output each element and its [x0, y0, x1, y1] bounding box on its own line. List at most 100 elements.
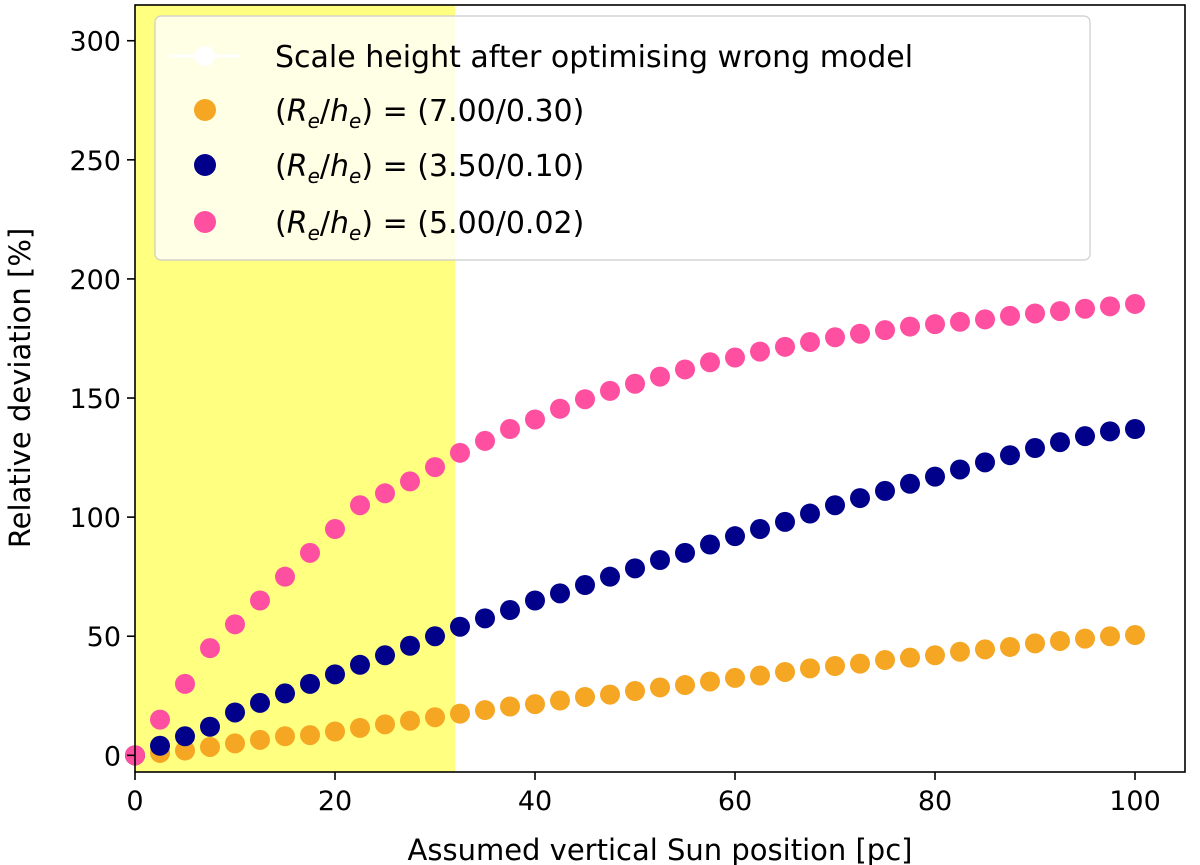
data-point — [1000, 305, 1020, 326]
data-point — [500, 418, 520, 439]
data-point — [925, 466, 945, 487]
data-point — [575, 575, 595, 596]
data-point — [1025, 633, 1045, 654]
data-point — [775, 661, 795, 682]
data-point — [475, 608, 495, 629]
data-point — [275, 683, 295, 704]
data-point — [425, 457, 445, 478]
data-point — [350, 495, 370, 516]
data-point — [700, 352, 720, 373]
x-tick-label: 60 — [718, 786, 752, 817]
data-point — [675, 542, 695, 563]
data-point — [850, 653, 870, 674]
data-point — [625, 373, 645, 394]
data-point — [725, 667, 745, 688]
data-point — [150, 735, 170, 756]
data-point — [1025, 438, 1045, 459]
y-tick-label: 200 — [69, 265, 121, 296]
data-point — [350, 717, 370, 738]
data-point — [925, 645, 945, 666]
data-point — [1100, 626, 1120, 647]
series-3 — [125, 293, 1145, 766]
data-point — [700, 534, 720, 555]
data-point — [1100, 296, 1120, 317]
data-point — [400, 635, 420, 656]
data-point — [200, 736, 220, 757]
data-point — [925, 314, 945, 335]
data-point — [475, 700, 495, 721]
data-point — [600, 684, 620, 705]
data-point — [950, 311, 970, 332]
data-point — [225, 733, 245, 754]
data-point — [375, 714, 395, 735]
data-point — [475, 430, 495, 451]
data-point — [500, 696, 520, 717]
legend-entry-series-2: (Re/he) = (3.50/0.10) — [194, 149, 584, 188]
data-point — [625, 558, 645, 579]
data-point — [1075, 298, 1095, 319]
x-tick-label: 100 — [1109, 786, 1161, 817]
data-point — [775, 511, 795, 532]
data-point — [1100, 421, 1120, 442]
data-point — [950, 641, 970, 662]
data-point — [1125, 418, 1145, 439]
data-point — [1000, 445, 1020, 466]
x-tick-label: 20 — [318, 786, 352, 817]
data-point — [1050, 630, 1070, 651]
data-point — [575, 686, 595, 707]
data-point — [450, 703, 470, 724]
data-point — [200, 716, 220, 737]
data-point — [450, 616, 470, 637]
data-point — [825, 656, 845, 677]
data-point — [325, 664, 345, 685]
data-point — [325, 721, 345, 742]
data-point — [850, 323, 870, 344]
data-point — [850, 488, 870, 509]
data-point — [350, 654, 370, 675]
x-tick-label: 0 — [126, 786, 143, 817]
data-point — [875, 480, 895, 501]
legend-entry-series-1: (Re/he) = (7.00/0.30) — [194, 94, 584, 133]
data-point — [650, 550, 670, 571]
data-point — [725, 347, 745, 368]
data-point — [675, 675, 695, 696]
data-point — [225, 614, 245, 635]
data-point — [800, 332, 820, 353]
data-point — [250, 590, 270, 611]
legend-label: (Re/he) = (7.00/0.30) — [275, 94, 584, 133]
data-point — [675, 359, 695, 380]
legend-entry-scale-height: Scale height after optimising wrong mode… — [170, 40, 913, 75]
y-axis-ticks: 0 50 100 150 200 250 300 — [69, 27, 135, 772]
data-point — [1050, 301, 1070, 322]
y-tick-label: 0 — [104, 741, 121, 772]
data-point — [550, 398, 570, 419]
data-point — [600, 380, 620, 401]
data-point — [650, 677, 670, 698]
data-point — [900, 647, 920, 668]
data-point — [550, 583, 570, 604]
legend-box — [154, 15, 1091, 261]
data-point — [750, 665, 770, 686]
legend-swatch-marker — [195, 46, 215, 66]
data-point — [175, 740, 195, 761]
data-point — [875, 650, 895, 671]
data-point — [800, 503, 820, 524]
legend-entry-series-3: (Re/he) = (5.00/0.02) — [194, 206, 584, 245]
data-point — [525, 694, 545, 715]
data-point — [525, 590, 545, 611]
data-point — [1125, 625, 1145, 646]
data-point — [375, 645, 395, 666]
data-point — [825, 495, 845, 516]
data-point — [975, 452, 995, 473]
data-point — [775, 336, 795, 357]
y-tick-label: 300 — [69, 27, 121, 58]
data-point — [425, 707, 445, 728]
data-point — [175, 673, 195, 694]
legend-swatch-marker — [194, 211, 216, 233]
data-point — [450, 442, 470, 463]
data-point — [725, 526, 745, 547]
y-tick-label: 50 — [87, 622, 121, 653]
data-point — [550, 690, 570, 711]
plot-frame — [134, 4, 1186, 773]
data-point — [1025, 303, 1045, 324]
